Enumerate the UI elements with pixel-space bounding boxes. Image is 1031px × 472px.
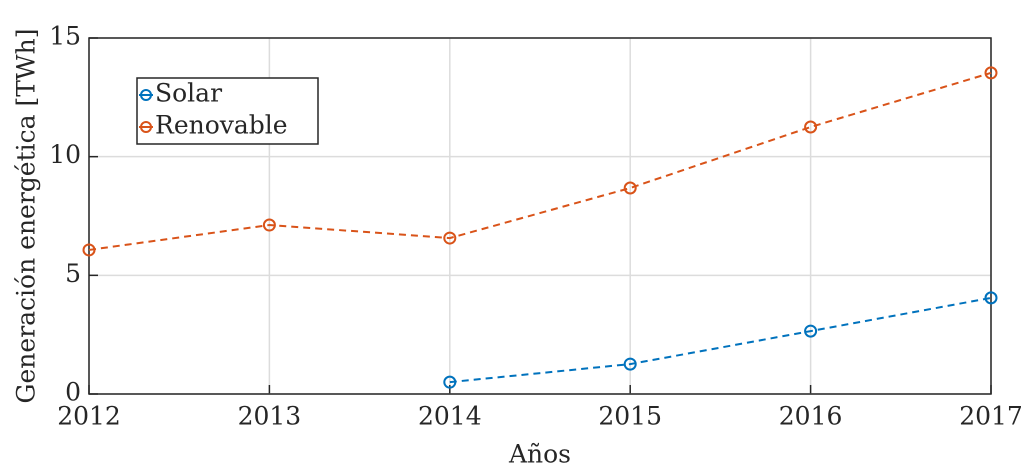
marker <box>82 243 96 257</box>
marker <box>804 120 818 134</box>
x-tick-label: 2013 <box>238 402 302 431</box>
series-line <box>88 71 992 251</box>
marker <box>443 231 457 245</box>
marker <box>984 291 998 305</box>
x-tick-label: 2014 <box>418 402 482 431</box>
x-axis-label: Años <box>508 440 571 469</box>
x-tick-label: 2016 <box>779 402 843 431</box>
y-tick-label: 15 <box>49 22 81 51</box>
legend-box <box>136 77 319 145</box>
marker <box>984 66 998 80</box>
x-tick-label: 2015 <box>598 402 662 431</box>
legend-label: Solar <box>155 79 222 108</box>
x-tick-label: 2012 <box>57 402 121 431</box>
marker <box>443 375 457 389</box>
y-axis-label: Generación energética [TWh] <box>12 29 41 404</box>
marker <box>262 218 276 232</box>
x-tick-label: 2017 <box>959 402 1023 431</box>
series-line <box>449 296 992 384</box>
y-tick-label: 10 <box>49 140 81 169</box>
marker <box>623 181 637 195</box>
plot-frame <box>88 37 992 395</box>
y-tick-label: 0 <box>65 378 81 407</box>
marker <box>623 357 637 371</box>
legend-marker <box>140 121 152 133</box>
legend-label: Renovable <box>155 111 288 140</box>
marker <box>804 324 818 338</box>
legend-marker <box>140 89 152 101</box>
y-tick-label: 5 <box>65 259 81 288</box>
